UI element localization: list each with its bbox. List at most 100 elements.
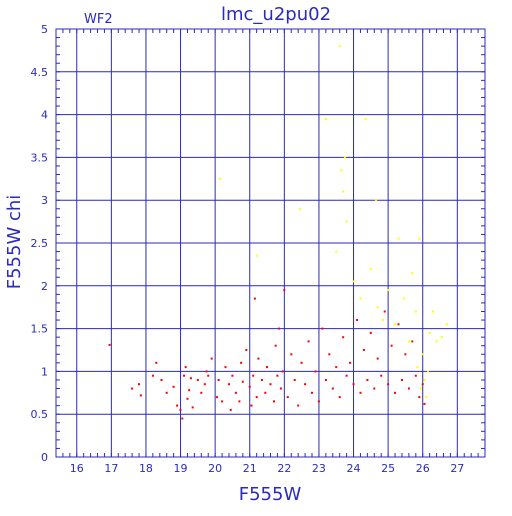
data-point	[420, 387, 422, 390]
data-point	[394, 391, 396, 394]
data-point	[274, 344, 277, 347]
data-point	[278, 327, 281, 330]
data-point	[359, 297, 362, 300]
axis-layer: 16 17 18 19 20 21 22 23 24 25 26 27 0 0.5 1 1.5 2 2.5 3 3.5…	[31, 23, 486, 475]
data-point	[138, 383, 140, 386]
data-point	[189, 377, 192, 380]
data-point	[191, 406, 194, 409]
data-point	[228, 383, 230, 386]
data-point	[181, 417, 184, 420]
data-point	[160, 379, 163, 381]
data-point	[359, 391, 362, 394]
data-point	[373, 387, 376, 390]
x-tick-label: 27	[450, 462, 464, 475]
data-point	[387, 289, 390, 292]
data-point	[200, 391, 203, 394]
data-point	[375, 199, 377, 202]
data-point	[298, 207, 301, 210]
data-point	[426, 370, 429, 373]
data-point	[304, 383, 307, 386]
data-point	[203, 383, 206, 386]
chart-subtitle: WF2	[84, 12, 113, 27]
data-point	[183, 374, 185, 377]
data-point	[196, 379, 199, 381]
data-point	[297, 404, 300, 407]
data-point	[345, 220, 348, 223]
data-point	[369, 331, 372, 334]
data-point	[402, 297, 405, 300]
data-point	[324, 117, 327, 120]
data-point	[435, 340, 438, 343]
data-point	[188, 389, 191, 392]
data-point	[269, 383, 272, 386]
data-point	[252, 374, 255, 377]
y-tick-label: 0	[41, 451, 48, 464]
points-layer	[108, 45, 448, 420]
data-point	[352, 280, 355, 283]
y-tick-label: 0.5	[31, 408, 49, 421]
data-point	[234, 391, 237, 394]
x-tick-label: 22	[277, 462, 291, 475]
data-point	[286, 396, 289, 399]
data-point	[414, 374, 417, 377]
data-point	[340, 169, 343, 172]
data-point	[387, 383, 390, 386]
data-point	[131, 387, 134, 390]
data-point	[205, 370, 208, 373]
y-tick-label: 3.5	[31, 151, 49, 164]
y-axis-label: F555W chi	[4, 195, 25, 290]
y-tick-label: 3	[41, 194, 48, 207]
data-point	[311, 391, 313, 394]
data-point	[250, 404, 253, 407]
data-point	[376, 357, 379, 360]
data-point	[362, 349, 365, 351]
data-point	[151, 374, 154, 377]
data-point	[241, 380, 244, 383]
data-point	[407, 387, 410, 390]
x-tick-label: 25	[381, 462, 395, 475]
data-point	[108, 343, 111, 346]
x-tick-label: 20	[208, 462, 222, 475]
data-point	[165, 391, 168, 394]
data-point	[440, 336, 443, 339]
data-point	[238, 400, 241, 403]
data-point	[381, 319, 384, 321]
data-point	[240, 361, 243, 364]
data-point	[445, 323, 448, 326]
data-point	[397, 323, 400, 326]
x-axis-label: F555W	[239, 484, 302, 505]
data-point	[411, 340, 414, 343]
data-point	[307, 340, 310, 343]
data-point	[139, 394, 142, 397]
data-point	[273, 400, 275, 403]
data-point	[369, 267, 372, 270]
data-point	[407, 340, 410, 343]
data-point	[248, 385, 251, 388]
y-tick-label: 1	[41, 365, 48, 378]
data-point	[224, 366, 227, 369]
data-point	[338, 45, 341, 48]
data-point	[418, 237, 421, 240]
data-point	[245, 349, 248, 351]
data-point	[281, 370, 284, 373]
data-point	[352, 383, 355, 386]
data-point	[184, 366, 187, 369]
data-point	[423, 402, 426, 405]
data-point	[172, 385, 175, 388]
data-point	[335, 250, 338, 253]
data-point	[255, 254, 258, 257]
data-point	[331, 387, 334, 390]
data-point	[432, 310, 435, 313]
y-tick-label: 2	[41, 280, 48, 293]
data-point	[229, 408, 232, 411]
data-point	[397, 237, 400, 240]
data-point	[343, 156, 346, 159]
data-point	[394, 323, 396, 326]
x-tick-label: 17	[104, 462, 118, 475]
data-point	[321, 327, 324, 330]
data-point	[219, 177, 222, 180]
data-point	[253, 297, 256, 300]
data-point	[186, 397, 189, 400]
data-point	[428, 331, 431, 334]
